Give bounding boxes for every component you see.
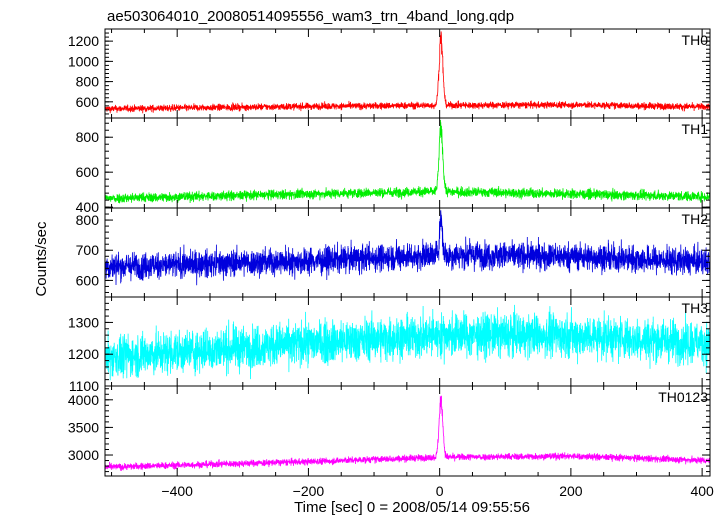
y-tick-label: 1200 [68,33,99,49]
y-tick-label: 1200 [68,346,99,362]
y-tick-label: 600 [76,94,100,110]
y-tick-label: 1300 [68,314,99,330]
y-tick-label: 600 [76,272,100,288]
panel-th1: 400 600 800 TH1 [76,117,711,215]
panel-label: TH2 [682,211,709,227]
x-tick-label: −400 [161,483,193,499]
panel-th0: 600 800 1000 1200 TH0 [68,28,711,119]
panel-label: TH3 [682,300,709,316]
y-tick-label: 800 [76,129,100,145]
series-th0123 [105,395,710,471]
y-tick-label: 800 [76,212,100,228]
panel-th3: 1100 1200 1300 TH3 [68,296,711,394]
series-th0 [105,31,710,114]
x-tick-label: 0 [436,483,444,499]
y-tick-label: 1100 [69,378,99,394]
y-tick-label: 3500 [68,419,99,435]
y-tick-label: 800 [76,74,100,90]
panel-th0123: 3000 3500 4000 TH0123 [68,385,711,477]
y-axis-label: Counts/sec [33,221,50,297]
panel-label: TH0123 [658,389,708,405]
y-tick-label: 3000 [68,447,99,463]
x-tick-label: 200 [559,483,583,499]
panel-label: TH0 [682,32,709,48]
panel-frame [104,385,711,477]
series-th2 [105,210,710,286]
panels: 600 800 1000 1200 TH0 400 600 800 TH1 600 700 800 TH… [68,28,711,477]
y-tick-label: 4000 [68,392,99,408]
y-tick-label: 400 [76,199,100,215]
chart-title: ae503064010_20080514095556_wam3_trn_4ban… [107,8,514,25]
series-th1 [105,119,710,204]
panel-label: TH1 [682,121,709,137]
x-tick-label: −200 [293,483,325,499]
y-tick-label: 1000 [68,53,99,69]
x-tick-label: 400 [690,483,714,499]
series-th3 [105,304,710,381]
x-axis-label: Time [sec] 0 = 2008/05/14 09:55:56 [294,499,530,516]
y-tick-label: 700 [76,242,100,258]
y-tick-label: 600 [76,164,100,180]
panel-th2: 600 700 800 TH2 [76,207,711,298]
x-axis: −400 −200 0 200 400 [161,483,714,499]
